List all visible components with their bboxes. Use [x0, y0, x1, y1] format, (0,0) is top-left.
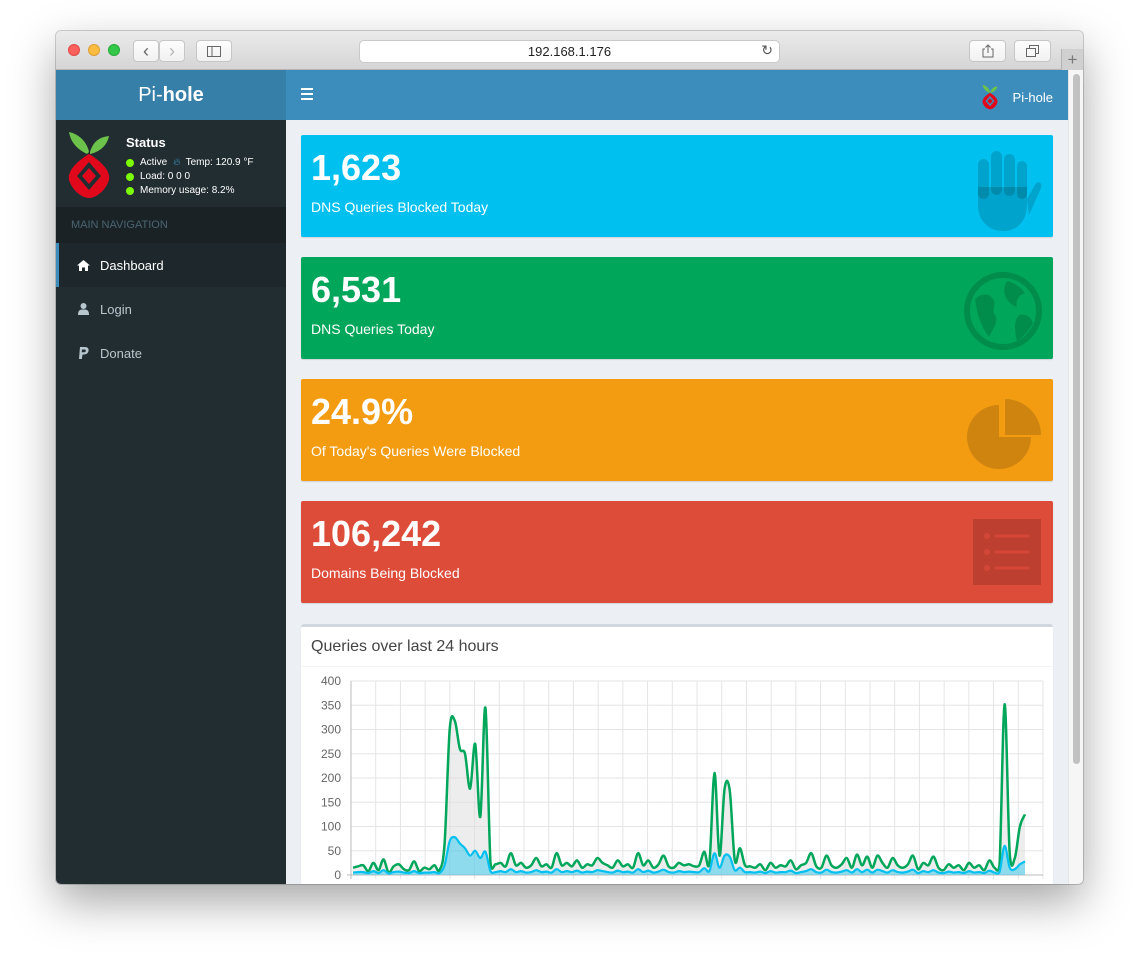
chart-area: 0 50 100 150 200 250 300 350 400: [301, 667, 1053, 884]
navbar-brand[interactable]: Pi-hole: [981, 84, 1053, 110]
stat-value: 6,531: [311, 269, 402, 310]
user-icon: [76, 303, 90, 315]
close-window-button[interactable]: [68, 44, 80, 56]
y-tick-label: 150: [321, 795, 341, 809]
sidebar-item-label: Login: [100, 301, 132, 317]
logo-text-light: Pi-: [138, 83, 163, 106]
y-tick-label: 250: [321, 747, 341, 761]
sidebar-item-label: Dashboard: [100, 257, 164, 273]
status-title: Status: [126, 135, 166, 150]
series-line-0: [352, 703, 1027, 874]
browser-window: ‹ › 192.168.1.176 ↻ + Pi-hole: [56, 31, 1083, 884]
pihole-logo-small-icon: [982, 84, 998, 110]
address-bar[interactable]: 192.168.1.176 ↻: [359, 40, 780, 63]
globe-icon: [964, 272, 1042, 350]
pihole-logo-icon: [68, 132, 110, 198]
series-line-1: [352, 835, 1026, 875]
logo-text-bold: hole: [162, 83, 204, 106]
stat-label: DNS Queries Today: [311, 321, 435, 337]
stat-value: 1,623: [311, 147, 402, 188]
app-logo[interactable]: Pi-hole: [56, 70, 286, 120]
stat-box-domains-blocked: 106,242 Domains Being Blocked: [301, 501, 1053, 603]
browser-titlebar: ‹ › 192.168.1.176 ↻ +: [56, 31, 1083, 70]
reload-icon[interactable]: ↻: [761, 42, 773, 58]
vertical-scrollbar[interactable]: [1068, 70, 1083, 884]
memory-text: Memory usage: 8.2%: [140, 185, 235, 196]
back-button[interactable]: ‹: [133, 40, 159, 62]
y-tick-label: 300: [321, 723, 341, 737]
sidebar-item-label: Donate: [100, 345, 142, 361]
main-content: 1,623 DNS Queries Blocked Today 6,531 DN…: [286, 120, 1068, 884]
y-tick-label: 350: [321, 698, 341, 712]
y-tick-label: 400: [321, 674, 341, 688]
stat-value: 24.9%: [311, 391, 414, 432]
y-tick-label: 100: [321, 820, 341, 834]
y-tick-label: 200: [321, 771, 341, 785]
sidebar-item-donate[interactable]: Donate: [56, 331, 286, 375]
stat-box-queries-today: 6,531 DNS Queries Today: [301, 257, 1053, 359]
queries-chart[interactable]: 0 50 100 150 200 250 300 350 400: [301, 667, 1053, 884]
scrollbar-thumb[interactable]: [1073, 74, 1080, 764]
stat-box-blocked-today: 1,623 DNS Queries Blocked Today: [301, 135, 1053, 237]
sidebar-item-dashboard[interactable]: Dashboard: [56, 243, 286, 287]
stat-label: Domains Being Blocked: [311, 565, 460, 581]
temp-text: Temp: 120.9 °F: [185, 157, 254, 168]
stat-box-percent-blocked: 24.9% Of Today's Queries Were Blocked: [301, 379, 1053, 481]
queries-chart-box: Queries over last 24 hours 0 50 100 150 200 2…: [301, 624, 1053, 884]
share-button[interactable]: [969, 40, 1006, 62]
paypal-icon: [76, 346, 90, 360]
sidebar-item-login[interactable]: Login: [56, 287, 286, 331]
stat-value: 106,242: [311, 513, 442, 554]
status-active-line: Active 🔥︎ Temp: 120.9 °F: [126, 157, 254, 168]
memory-status-dot: [126, 186, 134, 195]
nav-header: MAIN NAVIGATION: [56, 207, 286, 243]
zoom-window-button[interactable]: [108, 44, 120, 56]
tabs-overview-button[interactable]: [1014, 40, 1051, 62]
top-navbar: Pi-hole: [286, 70, 1068, 120]
active-text: Active: [140, 157, 168, 168]
navbar-brand-text: Pi-hole: [1012, 89, 1053, 105]
status-load-line: Load: 0 0 0: [126, 171, 190, 182]
new-tab-button[interactable]: +: [1061, 49, 1083, 70]
chevron-right-icon: ›: [169, 40, 175, 61]
y-tick-label: 50: [328, 844, 342, 858]
active-status-dot: [126, 158, 134, 167]
sidebar: Pi-hole Status Active 🔥︎ Temp: 120.9 °F …: [56, 70, 286, 884]
list-icon: [973, 519, 1041, 585]
share-icon: [982, 44, 993, 58]
status-memory-line: Memory usage: 8.2%: [126, 185, 235, 196]
stat-label: Of Today's Queries Were Blocked: [311, 443, 521, 459]
forward-button[interactable]: ›: [159, 40, 185, 62]
stat-label: DNS Queries Blocked Today: [311, 199, 489, 215]
chart-title: Queries over last 24 hours: [301, 627, 1053, 667]
load-status-dot: [126, 172, 134, 181]
url-text: 192.168.1.176: [527, 44, 612, 59]
chevron-left-icon: ‹: [143, 40, 149, 61]
y-tick-label: 0: [334, 868, 341, 882]
minimize-window-button[interactable]: [88, 44, 100, 56]
pie-chart-icon: [967, 399, 1041, 469]
tabs-icon: [1026, 45, 1039, 57]
hand-icon: [978, 151, 1042, 231]
menu-toggle-icon[interactable]: [301, 88, 313, 100]
sidebar-icon: [207, 45, 221, 57]
home-icon: [76, 259, 90, 271]
status-panel: Status Active 🔥︎ Temp: 120.9 °F Load: 0 …: [56, 120, 286, 207]
fire-icon: 🔥︎: [173, 157, 181, 168]
load-text: Load: 0 0 0: [140, 171, 191, 182]
sidebar-toggle-button[interactable]: [196, 40, 232, 62]
